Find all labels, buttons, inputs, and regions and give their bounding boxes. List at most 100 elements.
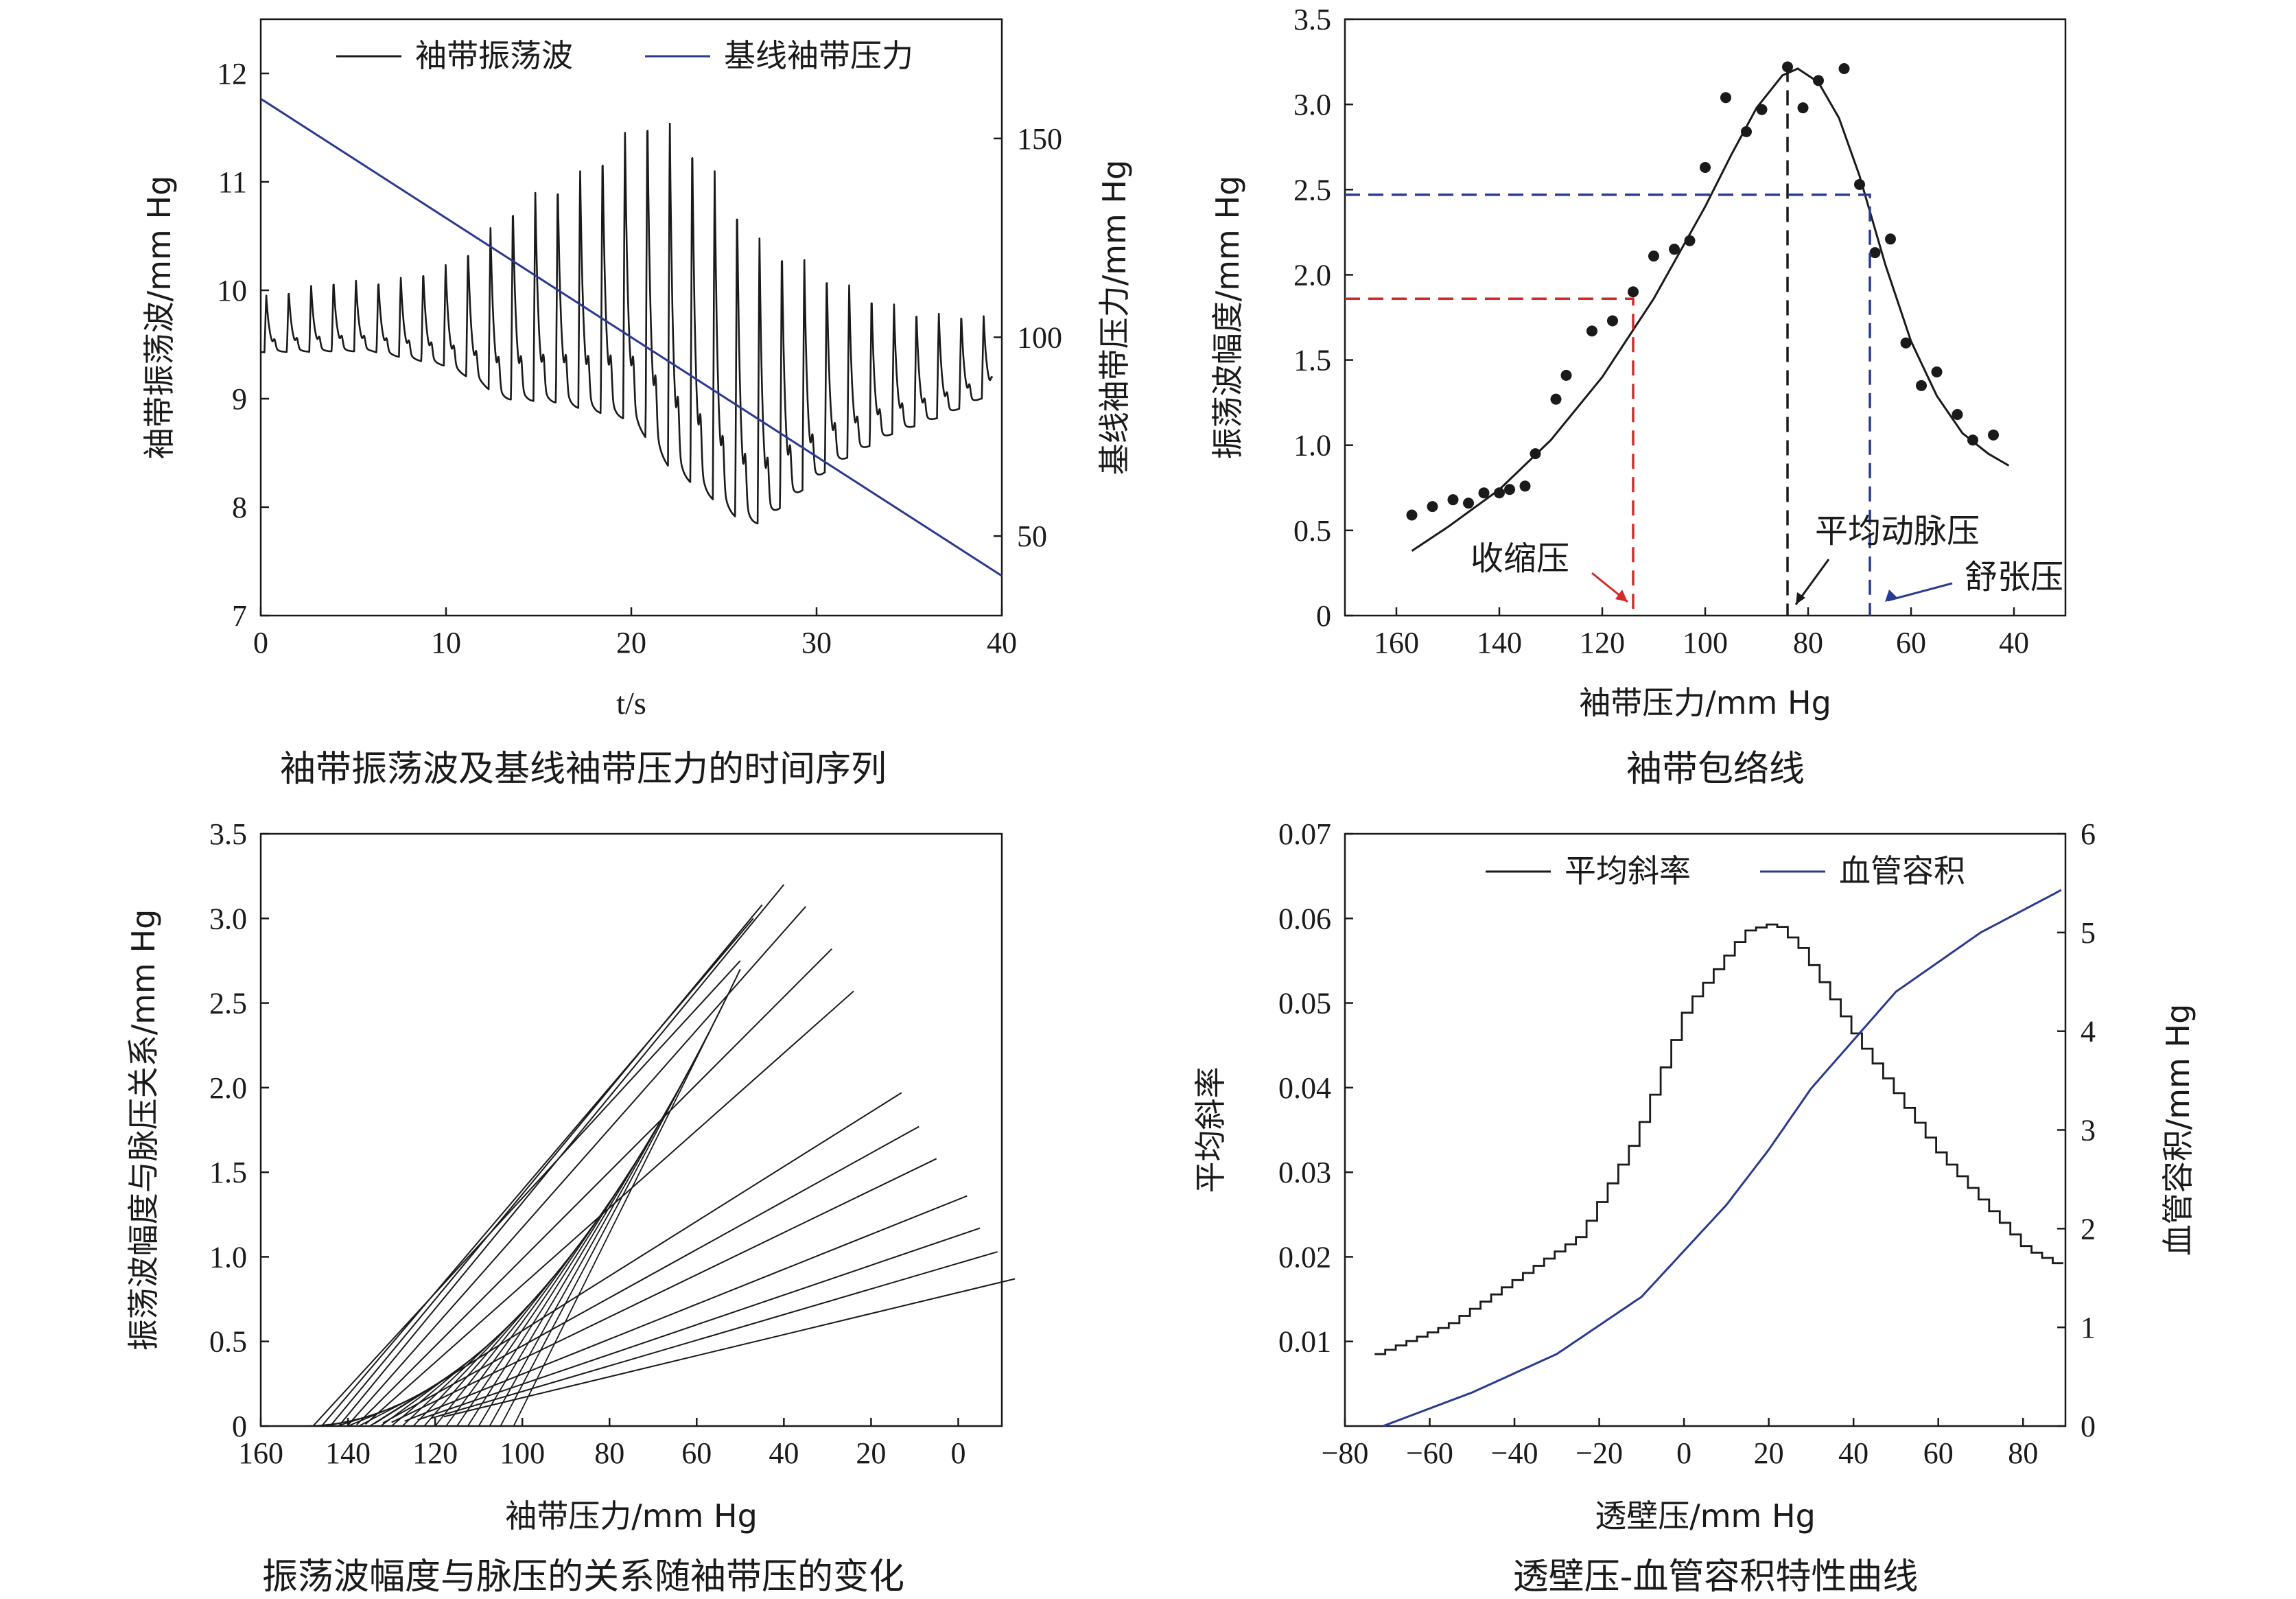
p2-data-point bbox=[1741, 126, 1752, 137]
p4-legend-label-mean-slope: 平均斜率 bbox=[1565, 852, 1691, 889]
p2-x-axis-label: 袖带压力/mm Hg bbox=[1579, 684, 1831, 721]
p2-data-point bbox=[1967, 434, 1978, 446]
p1-xtick-label: 30 bbox=[801, 626, 832, 660]
p1-y-axis-label: 袖带振荡波/mm Hg bbox=[141, 176, 178, 460]
p2-data-point bbox=[1586, 325, 1597, 337]
p3-ytick-label: 2.0 bbox=[209, 1071, 247, 1105]
p1-ytick-right-label: 100 bbox=[1017, 320, 1062, 354]
p3-ytick-label: 0 bbox=[232, 1410, 247, 1443]
p4-xtick-label: 80 bbox=[2008, 1436, 2038, 1470]
p2-xtick-label: 80 bbox=[1793, 626, 1823, 660]
p3-family-line bbox=[430, 1251, 998, 1419]
p1-x-axis-label: t/s bbox=[616, 686, 646, 721]
p4-xtick-label: −40 bbox=[1491, 1436, 1538, 1470]
p2-data-point bbox=[1900, 337, 1912, 349]
p4-ytick-label: 0.05 bbox=[1278, 987, 1331, 1020]
p4-ytick-right-label: 5 bbox=[2081, 916, 2096, 950]
p3-tangent-line bbox=[423, 1287, 545, 1427]
p4-xtick-label: 0 bbox=[1676, 1436, 1691, 1470]
p3-xtick-label: 140 bbox=[325, 1436, 371, 1470]
p2-data-point bbox=[1885, 233, 1896, 245]
p1-ytick-label: 7 bbox=[232, 599, 247, 633]
p4-plot-frame bbox=[1344, 832, 2067, 1427]
p3-tangent-line bbox=[445, 1233, 589, 1427]
p2-xtick-label: 160 bbox=[1374, 626, 1419, 660]
p4-series-mean-slope bbox=[1374, 923, 2063, 1355]
p4-ytick-label: 0.06 bbox=[1278, 902, 1331, 935]
p3-tangent-line bbox=[434, 1261, 567, 1427]
p3-family-line bbox=[382, 1125, 919, 1424]
caption-time-series: 袖带振荡波及基线袖带压力的时间序列 bbox=[279, 749, 887, 790]
p4-ytick-label: 0.07 bbox=[1278, 817, 1331, 851]
p1-ytick-label: 9 bbox=[232, 382, 247, 416]
p2-arrowhead-diastolic bbox=[1885, 590, 1897, 602]
p2-data-point bbox=[1463, 498, 1474, 509]
p2-data-point bbox=[1854, 178, 1865, 190]
p4-ytick-right-label: 1 bbox=[2081, 1311, 2096, 1344]
p4-ytick-right-label: 0 bbox=[2081, 1410, 2096, 1443]
caption-transmural-volume: 透壁压-血管容积特性曲线 bbox=[1512, 1556, 1919, 1598]
p1-xtick-label: 20 bbox=[616, 626, 646, 660]
p1-plot-frame bbox=[259, 18, 1003, 617]
p2-label-systolic: 收缩压 bbox=[1471, 539, 1569, 578]
p4-xtick-label: −60 bbox=[1406, 1436, 1453, 1470]
p3-family-line bbox=[443, 1278, 1016, 1418]
p3-family-line bbox=[373, 1092, 902, 1425]
p3-x-axis-label: 袖带压力/mm Hg bbox=[505, 1497, 758, 1534]
p3-family-line bbox=[338, 884, 785, 1426]
p2-data-point bbox=[1838, 63, 1850, 75]
p2-data-point bbox=[1447, 494, 1459, 506]
p3-family-line bbox=[417, 1227, 981, 1421]
p3-family-line bbox=[329, 904, 763, 1427]
p2-ytick-label: 1.0 bbox=[1293, 429, 1331, 463]
p1-ytick-label: 12 bbox=[217, 57, 247, 91]
p3-ytick-label: 2.5 bbox=[209, 987, 247, 1020]
p4-xtick-label: −80 bbox=[1322, 1436, 1369, 1470]
p2-arrow-diastolic bbox=[1887, 582, 1953, 602]
p3-xtick-label: 0 bbox=[950, 1436, 965, 1470]
p3-tangent-line bbox=[358, 1397, 414, 1427]
p2-xtick-label: 40 bbox=[1999, 626, 2029, 660]
p2-systolic-guide bbox=[1345, 297, 1635, 616]
p4-y-axis-label: 平均斜率 bbox=[1192, 1067, 1229, 1193]
p1-xtick-label: 0 bbox=[253, 626, 268, 660]
p2-data-point bbox=[1952, 409, 1963, 421]
p3-tangent-line bbox=[336, 1415, 371, 1427]
p2-data-point bbox=[1669, 244, 1680, 255]
p4-xtick-label: 40 bbox=[1838, 1436, 1869, 1470]
p3-xtick-label: 100 bbox=[500, 1436, 545, 1470]
p3-family-line bbox=[356, 948, 832, 1425]
p4-xtick-label: 20 bbox=[1754, 1436, 1784, 1470]
p1-series-cuff-oscillation bbox=[260, 122, 994, 525]
p3-tangent-line bbox=[478, 1133, 654, 1427]
p3-xtick-label: 40 bbox=[769, 1436, 799, 1470]
p2-data-point bbox=[1648, 250, 1659, 262]
p1-legend-label-oscillation: 袖带振荡波 bbox=[415, 37, 573, 74]
p2-data-point bbox=[1427, 501, 1438, 513]
p2-diastolic-guide bbox=[1345, 193, 1871, 616]
p2-data-point bbox=[1797, 102, 1809, 114]
p3-family-line bbox=[391, 1158, 937, 1423]
p2-data-point bbox=[1560, 369, 1572, 381]
p3-family-line bbox=[347, 906, 806, 1426]
p2-ytick-label: 3.0 bbox=[1293, 88, 1331, 121]
p2-data-point bbox=[1916, 380, 1927, 391]
caption-amplitude-pulse-relation: 振荡波幅度与脉压的关系随袖带压的变化 bbox=[261, 1556, 904, 1598]
p1-series-baseline-pressure bbox=[260, 97, 1003, 577]
p2-data-point bbox=[1519, 480, 1531, 492]
p4-xtick-label: 60 bbox=[1923, 1436, 1954, 1470]
p2-label-diastolic: 舒张压 bbox=[1965, 558, 2063, 596]
p3-tangent-line bbox=[412, 1311, 523, 1427]
p1-ytick-label: 8 bbox=[232, 491, 247, 524]
caption-cuff-envelope: 袖带包络线 bbox=[1626, 749, 1805, 790]
p2-data-point bbox=[1869, 247, 1881, 259]
p4-ytick-right-label: 3 bbox=[2081, 1114, 2096, 1147]
p4-legend-label-vessel-volume: 血管容积 bbox=[1839, 852, 1965, 889]
p2-data-point bbox=[1550, 393, 1562, 405]
p3-tangent-line bbox=[391, 1352, 480, 1427]
p2-data-point bbox=[1406, 509, 1418, 521]
p1-xtick-label: 40 bbox=[987, 626, 1017, 660]
p4-xtick-label: −20 bbox=[1575, 1436, 1623, 1470]
p3-tangent-line bbox=[326, 1421, 349, 1427]
